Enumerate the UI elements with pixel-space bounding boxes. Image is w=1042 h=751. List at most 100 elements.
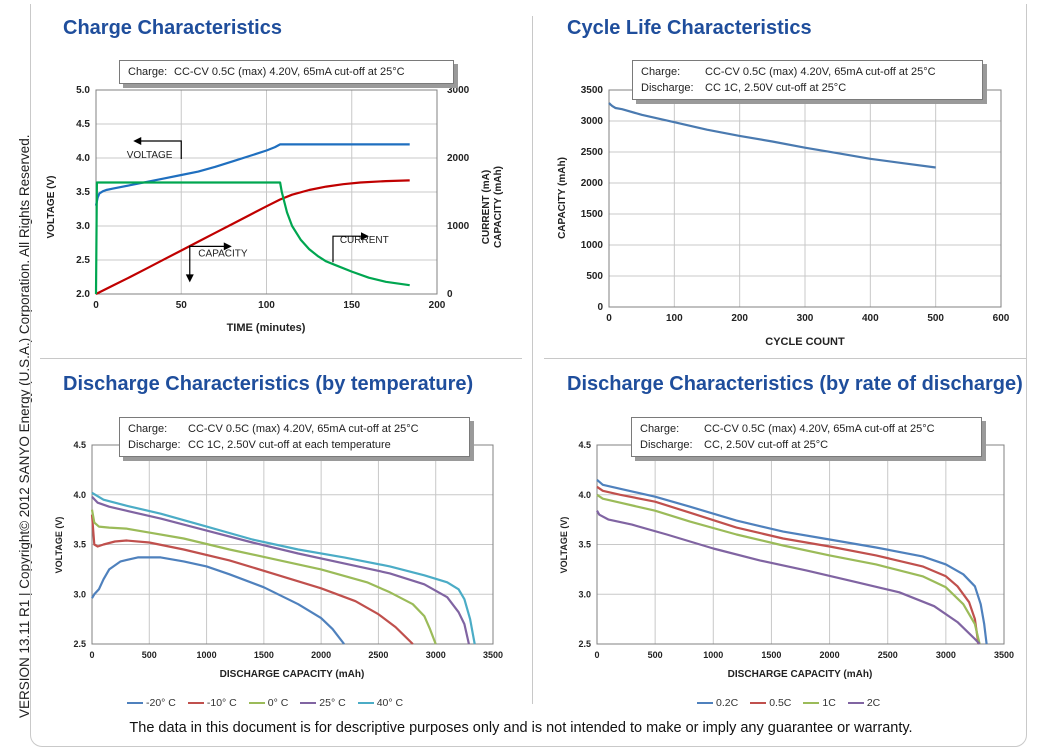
series-line xyxy=(596,478,988,645)
y-tick-label: 2.0 xyxy=(76,289,90,300)
note-key: Discharge: xyxy=(640,439,693,451)
x-tick-label: 500 xyxy=(648,650,663,660)
annotation-arrow xyxy=(139,140,182,159)
y-tick-label: 4.0 xyxy=(578,490,591,500)
charge-title: Charge Characteristics xyxy=(63,17,282,39)
x-tick-label: 1500 xyxy=(761,650,781,660)
x-tick-label: 0 xyxy=(93,300,99,311)
y-tick-label: 4.5 xyxy=(76,119,90,130)
x-tick-label: 2500 xyxy=(368,650,388,660)
y2-tick-label: 0 xyxy=(447,289,453,300)
series-line xyxy=(91,495,470,645)
x-tick-label: 400 xyxy=(862,313,879,324)
x-tick-label: 50 xyxy=(176,300,188,311)
legend-item: 40° C xyxy=(357,697,404,709)
legend-item: -10° C xyxy=(187,697,237,709)
x-tick-label: 3500 xyxy=(994,650,1014,660)
legend-label: 0° C xyxy=(267,697,289,709)
series-line xyxy=(596,493,981,645)
y-tick-label: 3.5 xyxy=(76,187,90,198)
y-tick-label: 3000 xyxy=(581,116,604,127)
x-axis-label: CYCLE COUNT xyxy=(765,336,845,348)
charge-chart: 0 50 100 150 200 2.0 2.5 3.0 3.5 4.0 4.5 5.0 0 1000 20… xyxy=(46,85,504,334)
series-line xyxy=(596,510,981,645)
y2-tick-label: 2000 xyxy=(447,153,470,164)
temp-conditions-note: Charge: CC-CV 0.5C (max) 4.20V, 65mA cut-… xyxy=(119,417,470,457)
legend-item: 0° C xyxy=(248,697,289,709)
legend-label: 0.2C xyxy=(716,697,739,709)
x-tick-label: 600 xyxy=(993,313,1010,324)
legend-item: 1C xyxy=(803,697,836,709)
y-tick-label: 1500 xyxy=(581,209,604,220)
copyright-sidebar: VERSION 13.11 R1 | Copyright© 2012 SANYO… xyxy=(0,0,32,751)
series-line xyxy=(596,485,980,645)
y-tick-label: 4.5 xyxy=(578,440,591,450)
vertical-divider xyxy=(532,16,533,704)
series-line xyxy=(91,556,345,645)
series-line xyxy=(95,179,410,295)
y-tick-label: 3.0 xyxy=(73,589,86,599)
cycle-conditions-note: Charge: CC-CV 0.5C (max) 4.20V, 65mA cut-… xyxy=(632,60,983,100)
y2-tick-label: 1000 xyxy=(447,221,470,232)
charge-conditions-note: Charge: CC-CV 0.5C (max) 4.20V, 65mA cut-… xyxy=(119,60,454,84)
note-value: CC-CV 0.5C (max) 4.20V, 65mA cut-off at … xyxy=(704,423,935,435)
x-tick-label: 500 xyxy=(927,313,944,324)
x-tick-label: 200 xyxy=(429,300,446,311)
y-tick-label: 2.5 xyxy=(76,255,90,266)
x-tick-label: 2500 xyxy=(878,650,898,660)
series-line xyxy=(608,102,936,169)
legend-swatch xyxy=(300,702,317,704)
y2-axis-label: CURRENT (mA) xyxy=(481,170,492,244)
legend-label: 1C xyxy=(822,697,836,709)
legend-label: 25° C xyxy=(319,697,346,709)
note-value: CC-CV 0.5C (max) 4.20V, 65mA cut-off at … xyxy=(188,423,419,435)
x-axis-label: DISCHARGE CAPACITY (mAh) xyxy=(220,669,365,680)
y-axis-label: VOLTAGE (V) xyxy=(46,176,57,239)
x-tick-label: 200 xyxy=(731,313,748,324)
legend-item: 0.2C xyxy=(697,697,738,709)
annotation-arrowhead xyxy=(133,137,142,145)
y-tick-label: 2.5 xyxy=(578,639,591,649)
x-tick-label: 100 xyxy=(666,313,683,324)
y-tick-label: 2000 xyxy=(581,178,604,189)
note-key: Discharge: xyxy=(128,439,181,451)
content-frame xyxy=(30,4,1027,747)
legend-item: 25° C xyxy=(300,697,346,709)
note-value: CC-CV 0.5C (max) 4.20V, 65mA cut-off at … xyxy=(174,66,405,78)
series-line xyxy=(94,181,410,295)
y-tick-label: 2500 xyxy=(581,147,604,158)
y-tick-label: 500 xyxy=(586,271,603,282)
y-tick-label: 5.0 xyxy=(76,85,90,96)
y-tick-label: 4.0 xyxy=(73,490,86,500)
y-tick-label: 3500 xyxy=(581,85,604,96)
x-tick-label: 3500 xyxy=(483,650,503,660)
x-tick-label: 1000 xyxy=(703,650,723,660)
x-tick-label: 500 xyxy=(142,650,157,660)
y2-tick-label: 3000 xyxy=(447,85,470,96)
y-axis-label: VOLTAGE (V) xyxy=(559,517,569,574)
legend-swatch xyxy=(803,702,820,704)
legend-label: 40° C xyxy=(376,697,404,709)
legend-label: 0.5C xyxy=(769,697,792,709)
annotation-arrowhead xyxy=(185,274,194,283)
y-tick-label: 3.0 xyxy=(76,221,90,232)
x-axis-label: TIME (minutes) xyxy=(227,322,306,334)
y-axis-label: CAPACITY (mAh) xyxy=(557,157,568,239)
x-tick-label: 0 xyxy=(594,650,599,660)
y-tick-label: 2.5 xyxy=(73,639,86,649)
legend-label: -10° C xyxy=(206,697,237,709)
temp-discharge-chart: 0 500 1000 1500 2000 2500 3000 3500 2.5 3.0 3.5 4.0… xyxy=(54,440,503,680)
legend-label: 2C xyxy=(866,697,881,709)
series-line xyxy=(94,143,410,206)
horizontal-divider-right xyxy=(544,358,1026,359)
legend-swatch xyxy=(357,702,374,704)
x-tick-label: 2000 xyxy=(820,650,840,660)
x-tick-label: 3000 xyxy=(426,650,446,660)
legend-swatch xyxy=(697,702,713,704)
rate-title: Discharge Characteristics (by rate of di… xyxy=(567,373,1023,395)
annotation-arrow xyxy=(189,245,226,277)
y2-axis-label: CAPACITY (mAh) xyxy=(493,166,504,248)
y-tick-label: 4.0 xyxy=(76,153,90,164)
x-tick-label: 1500 xyxy=(254,650,274,660)
cycle-title: Cycle Life Characteristics xyxy=(567,17,812,39)
